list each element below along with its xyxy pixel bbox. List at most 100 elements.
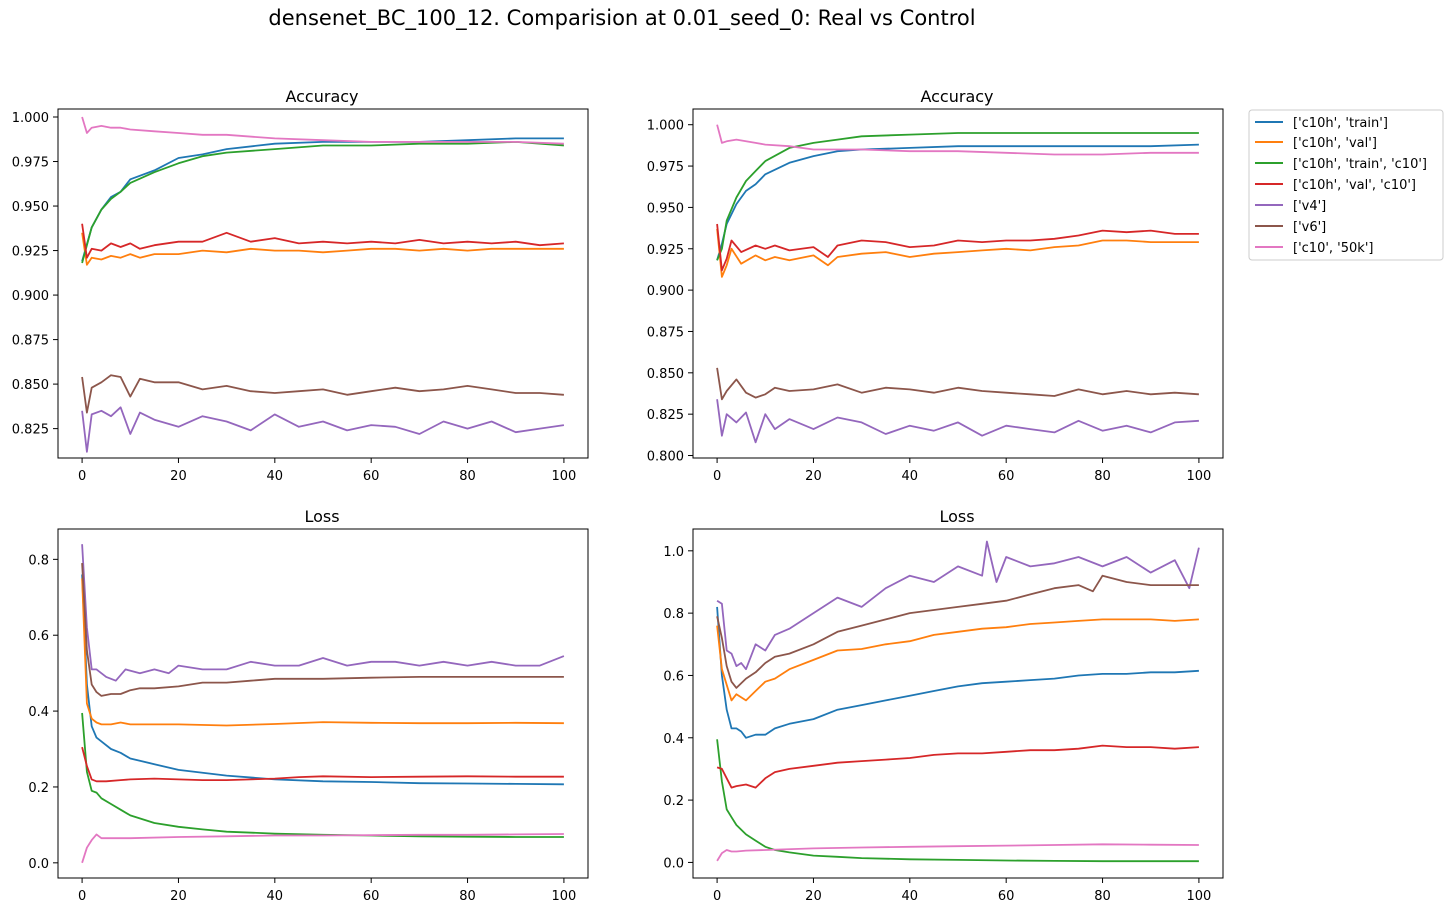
x-tick-label: 80 xyxy=(1094,889,1111,904)
plot-frame xyxy=(692,528,1224,879)
y-tick-label: 0.925 xyxy=(12,245,49,260)
series-line-5 xyxy=(81,374,564,414)
plot-frame xyxy=(57,108,589,459)
series-line-1 xyxy=(81,578,564,727)
legend-label: ['c10h', 'val', 'c10'] xyxy=(1293,178,1416,193)
x-tick-label: 100 xyxy=(551,469,576,484)
legend-entry: ['v6'] xyxy=(1255,220,1326,235)
series-line-4 xyxy=(81,406,565,453)
legend-entry: ['c10h', 'val', 'c10'] xyxy=(1255,178,1416,193)
y-tick-label: 0.900 xyxy=(12,289,49,304)
legend-label: ['c10h', 'train', 'c10'] xyxy=(1293,157,1427,172)
x-tick-label: 0 xyxy=(78,889,86,904)
y-tick-label: 0.800 xyxy=(647,450,684,465)
series-line-1 xyxy=(81,232,564,266)
y-tick-label: 0.975 xyxy=(647,160,684,175)
x-tick-label: 100 xyxy=(1186,889,1211,904)
subplot-accuracy-real: Accuracy 0 20 40 60 80 100 0.825 0.850 0.875 0.90… xyxy=(12,87,589,484)
subplot-accuracy-control: Accuracy 0 20 40 60 80 100 0.800 0.825 0.850 0.87… xyxy=(647,87,1224,484)
x-tick-label: 20 xyxy=(170,469,187,484)
plot-frame xyxy=(57,528,589,879)
y-tick-label: 0.2 xyxy=(28,781,49,796)
series-line-4 xyxy=(716,399,1199,444)
y-tick-label: 0.900 xyxy=(647,284,684,299)
series-line-1 xyxy=(716,618,1199,702)
series-line-6 xyxy=(716,843,1199,862)
x-tick-label: 20 xyxy=(805,469,822,484)
series-line-4 xyxy=(81,544,565,682)
series-line-4 xyxy=(716,540,1200,671)
y-tick-label: 1.0 xyxy=(663,545,684,560)
subplot-title: Loss xyxy=(939,507,974,526)
y-tick-label: 0.0 xyxy=(28,857,49,872)
x-tick-label: 40 xyxy=(267,889,284,904)
subplot-title: Accuracy xyxy=(285,87,358,106)
legend-entry: ['c10', '50k'] xyxy=(1255,241,1373,256)
series-line-3 xyxy=(81,223,564,259)
legend-frame xyxy=(1248,109,1444,261)
x-tick-label: 40 xyxy=(902,469,919,484)
y-tick-label: 0.850 xyxy=(647,367,684,382)
series-line-2 xyxy=(716,132,1199,261)
series-line-2 xyxy=(81,712,564,838)
x-tick-label: 60 xyxy=(998,469,1015,484)
subplot-title: Loss xyxy=(304,507,339,526)
legend-label: ['c10h', 'val'] xyxy=(1293,136,1377,151)
y-tick-label: 0.825 xyxy=(647,408,684,423)
y-tick-label: 0.825 xyxy=(12,423,49,438)
y-tick-label: 1.000 xyxy=(12,111,49,126)
x-tick-label: 40 xyxy=(267,469,284,484)
x-tick-label: 80 xyxy=(459,889,476,904)
y-tick-label: 0.950 xyxy=(647,201,684,216)
series-line-5 xyxy=(716,367,1199,401)
legend-entry: ['c10h', 'train'] xyxy=(1255,116,1388,131)
plot-frame xyxy=(692,108,1224,459)
series-line-6 xyxy=(81,833,564,864)
y-tick-label: 0.975 xyxy=(12,156,49,171)
x-tick-label: 80 xyxy=(1094,469,1111,484)
series-line-3 xyxy=(716,223,1199,272)
y-tick-label: 0.8 xyxy=(663,607,684,622)
y-tick-label: 0.850 xyxy=(12,378,49,393)
series-line-0 xyxy=(716,143,1199,261)
y-tick-label: 0.875 xyxy=(647,325,684,340)
figure-title: densenet_BC_100_12. Comparision at 0.01_… xyxy=(268,6,975,31)
series-line-2 xyxy=(81,141,564,264)
series-line-6 xyxy=(716,124,1199,156)
y-tick-label: 0.6 xyxy=(663,669,684,684)
x-tick-label: 0 xyxy=(78,469,86,484)
series-line-0 xyxy=(81,574,564,786)
legend-entry: ['c10h', 'val'] xyxy=(1255,136,1377,151)
series-line-5 xyxy=(81,563,564,697)
x-tick-label: 0 xyxy=(713,469,721,484)
series-line-3 xyxy=(81,746,564,783)
series-line-2 xyxy=(716,739,1199,863)
y-tick-label: 0.8 xyxy=(28,553,49,568)
legend-entry: ['c10h', 'train', 'c10'] xyxy=(1255,157,1427,172)
x-tick-label: 60 xyxy=(363,889,380,904)
series-line-0 xyxy=(716,606,1199,739)
legend-label: ['v6'] xyxy=(1293,220,1326,235)
y-tick-label: 0.4 xyxy=(663,732,684,747)
legend: ['c10h', 'train'] ['c10h', 'val'] ['c10h… xyxy=(1248,109,1444,261)
x-tick-label: 60 xyxy=(363,469,380,484)
legend-label: ['c10h', 'train'] xyxy=(1293,116,1388,131)
legend-label: ['v4'] xyxy=(1293,199,1326,214)
series-line-1 xyxy=(716,228,1199,278)
x-tick-label: 80 xyxy=(459,469,476,484)
y-tick-label: 0.2 xyxy=(663,794,684,809)
subplot-loss-control: Loss 0 20 40 60 80 100 0.0 0.2 0.4 0.6 0.8 1.0 xyxy=(663,507,1224,904)
x-tick-label: 100 xyxy=(1186,469,1211,484)
x-tick-label: 60 xyxy=(998,889,1015,904)
series-line-6 xyxy=(81,116,564,145)
y-tick-label: 0.875 xyxy=(12,334,49,349)
y-tick-label: 1.000 xyxy=(647,119,684,134)
x-tick-label: 40 xyxy=(902,889,919,904)
subplot-loss-real: Loss 0 20 40 60 80 100 0.0 0.2 0.4 0.6 0.8 xyxy=(28,507,589,904)
y-tick-label: 0.4 xyxy=(28,705,49,720)
legend-entry: ['v4'] xyxy=(1255,199,1326,214)
x-tick-label: 0 xyxy=(713,889,721,904)
series-line-3 xyxy=(716,744,1199,789)
legend-label: ['c10', '50k'] xyxy=(1293,241,1373,256)
